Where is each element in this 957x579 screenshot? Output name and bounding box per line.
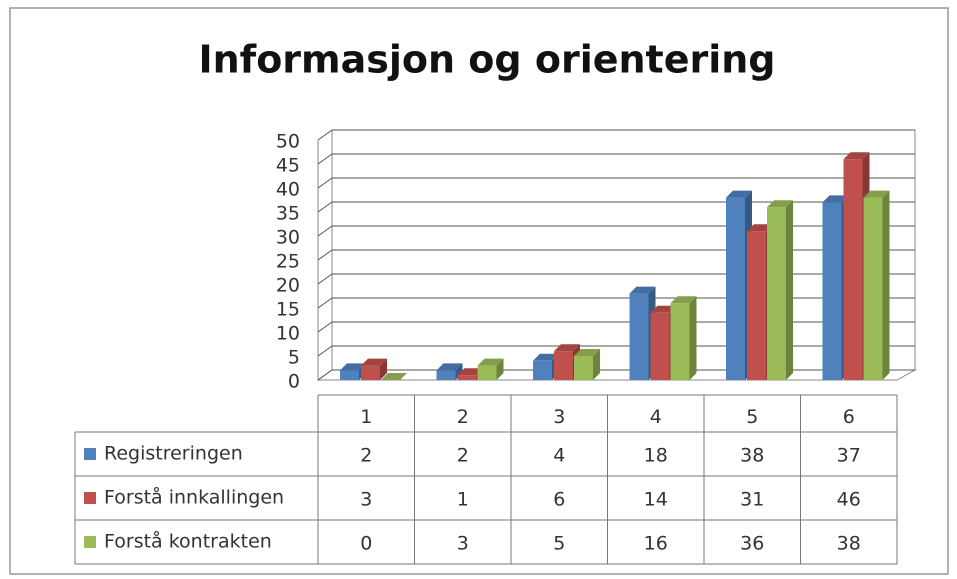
legend-label: Forstå kontrakten — [104, 530, 272, 553]
bar — [726, 197, 745, 380]
bar — [863, 197, 883, 380]
bar-top — [574, 349, 600, 356]
legend-key — [84, 492, 96, 504]
grid-line — [317, 177, 333, 189]
bar-top — [361, 358, 387, 366]
bar — [340, 370, 359, 380]
bar-side — [593, 349, 600, 380]
bar-top — [533, 353, 559, 361]
bar-top — [767, 200, 793, 208]
y-tick-label: 15 — [276, 299, 300, 321]
table-value: 16 — [644, 533, 668, 555]
grid-line — [317, 273, 333, 285]
bar — [574, 356, 593, 380]
legend-label: Registreringen — [104, 443, 243, 465]
x-tick-label: 5 — [746, 406, 758, 428]
bar — [650, 312, 670, 380]
y-tick-label: 20 — [276, 275, 300, 297]
table-value: 2 — [360, 445, 372, 467]
bar-side — [380, 358, 387, 380]
table-value: 2 — [457, 445, 469, 467]
bar-side — [689, 296, 697, 380]
bar — [436, 370, 456, 380]
table-value: 3 — [457, 533, 469, 555]
y-tick-label: 50 — [276, 131, 300, 153]
grid-line — [317, 153, 333, 165]
bar — [843, 159, 863, 380]
bar — [457, 375, 477, 380]
grid-line — [317, 369, 333, 381]
grid-line — [317, 129, 333, 141]
y-tick-label: 25 — [276, 251, 300, 273]
y-tick-label: 45 — [276, 155, 300, 177]
bar — [361, 365, 380, 380]
x-tick-label: 1 — [360, 406, 372, 428]
bar-top — [554, 344, 580, 352]
bar — [747, 231, 766, 380]
bar-top — [670, 296, 697, 304]
y-tick-label: 5 — [288, 347, 300, 369]
bar-top — [340, 363, 366, 371]
grid-line — [317, 345, 333, 357]
bar-top — [457, 368, 484, 376]
bar-top — [477, 358, 504, 366]
x-tick-label: 3 — [553, 406, 565, 428]
legend-label: Forstå innkallingen — [104, 486, 284, 509]
table-value: 0 — [360, 533, 372, 555]
y-tick-label: 30 — [276, 227, 300, 249]
grid-line — [317, 201, 333, 213]
table-value: 38 — [837, 533, 861, 555]
table-value: 14 — [644, 489, 668, 511]
grid-line — [317, 225, 333, 237]
y-tick-label: 0 — [288, 371, 300, 393]
x-tick-label: 2 — [457, 406, 469, 428]
table-value: 1 — [457, 489, 469, 511]
bar — [533, 360, 552, 380]
bar — [670, 303, 690, 380]
table-value: 38 — [740, 445, 764, 467]
y-tick-label: 40 — [276, 179, 300, 201]
bar-top — [843, 152, 870, 160]
bar-side — [786, 200, 793, 380]
table-value: 36 — [740, 533, 764, 555]
bar-top — [726, 190, 752, 198]
x-tick-label: 6 — [843, 406, 855, 428]
y-tick-label: 35 — [276, 203, 300, 225]
table-value: 6 — [553, 489, 565, 511]
x-tick-label: 4 — [650, 406, 662, 428]
bar-top — [747, 224, 773, 232]
bar-side — [882, 190, 890, 380]
bar — [822, 202, 842, 380]
bar-top — [863, 190, 890, 198]
legend-key — [84, 536, 96, 548]
table-value: 31 — [740, 489, 764, 511]
table-value: 18 — [644, 445, 668, 467]
bar-top — [436, 363, 463, 371]
legend-key — [84, 448, 96, 460]
table-value: 46 — [837, 489, 861, 511]
bar — [767, 207, 786, 380]
grid-line — [317, 321, 333, 333]
bar — [554, 351, 573, 380]
table-value: 5 — [553, 533, 565, 555]
chart-title: Informasjon og orientering — [198, 38, 775, 82]
bar — [629, 293, 649, 380]
bar — [477, 365, 497, 380]
table-value: 37 — [837, 445, 861, 467]
table-value: 3 — [360, 489, 372, 511]
grid-line — [317, 249, 333, 261]
bar-top — [822, 195, 849, 203]
bar-top — [650, 305, 677, 313]
table-value: 4 — [553, 445, 565, 467]
bar-side — [496, 358, 504, 380]
bar-top — [629, 286, 656, 294]
grid-line — [317, 297, 333, 309]
bar-top — [381, 373, 407, 380]
bar-side — [455, 363, 463, 380]
y-tick-label: 10 — [276, 323, 300, 345]
